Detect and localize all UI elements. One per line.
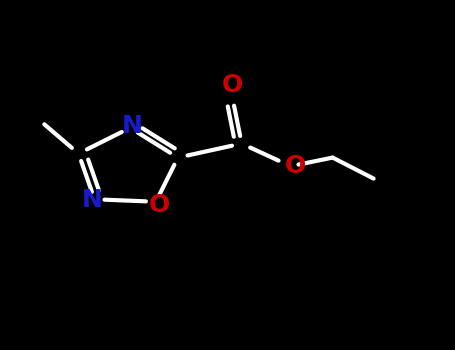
Text: O: O: [149, 193, 170, 217]
Text: O: O: [285, 154, 306, 178]
Text: N: N: [122, 114, 143, 138]
Text: N: N: [82, 188, 103, 212]
Text: O: O: [222, 73, 243, 97]
